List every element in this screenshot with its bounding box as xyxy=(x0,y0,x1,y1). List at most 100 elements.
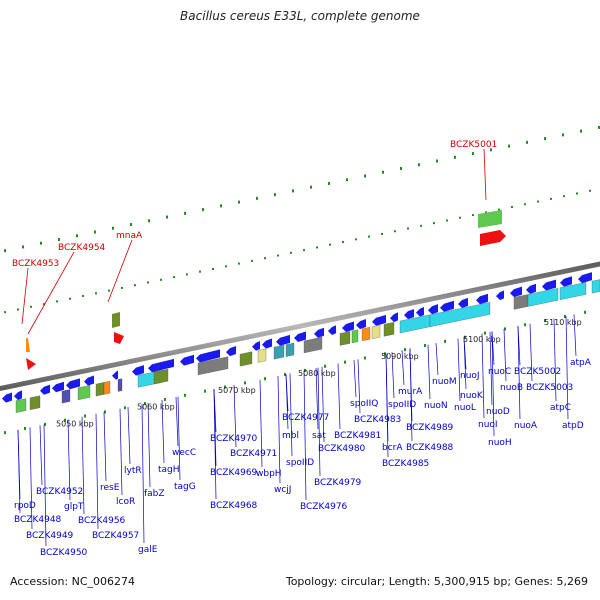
reverse-gene-label: BCZK4969 xyxy=(210,468,258,478)
backbone-band xyxy=(0,261,600,391)
reverse-gene-label: bcrA xyxy=(382,443,403,453)
reverse-gene-label: nuoB xyxy=(500,383,523,393)
ruler-dot xyxy=(148,219,150,223)
reverse-gene-label: nuoI xyxy=(478,420,498,430)
ruler-dot xyxy=(264,377,266,381)
ruler-dot xyxy=(346,178,348,182)
gene-box xyxy=(95,382,105,397)
gene-box xyxy=(239,351,253,367)
forward-label-leaders xyxy=(21,148,487,335)
ruler-dot xyxy=(342,241,344,244)
label-leader xyxy=(553,318,557,402)
label-leader xyxy=(317,367,321,477)
ruler-dot xyxy=(381,232,383,235)
ruler-dot xyxy=(43,303,45,306)
ruler-dot xyxy=(446,219,448,222)
label-leader xyxy=(529,323,533,382)
label-leader xyxy=(463,337,467,390)
label-leader xyxy=(81,416,85,515)
gene-box xyxy=(153,368,169,385)
ruler-dot xyxy=(589,189,591,192)
reverse-gene-label: BCZK4948 xyxy=(14,515,62,525)
ruler-dot xyxy=(433,222,435,225)
label-leader xyxy=(573,314,577,357)
gene-box xyxy=(197,356,229,376)
ruler-dot xyxy=(444,339,446,343)
ruler-label: 5050 kbp xyxy=(56,419,94,428)
reverse-gene-label: BCZK4980 xyxy=(318,444,366,454)
reverse-gene-label: rpoD xyxy=(14,501,36,511)
reverse-gene-label: wbpH xyxy=(256,469,282,479)
ruler-dot xyxy=(244,381,246,385)
reverse-gene-arrow xyxy=(372,314,386,326)
label-leader xyxy=(353,360,357,398)
reverse-gene-label: galE xyxy=(138,545,158,555)
label-leader xyxy=(303,370,307,501)
reverse-gene-arrow xyxy=(84,375,94,386)
ruler-dot xyxy=(292,189,294,193)
reverse-gene-label: BCZK4952 xyxy=(36,487,83,497)
BCZK4954-arrow xyxy=(26,358,36,370)
ruler-dot xyxy=(328,181,330,185)
ruler-dot xyxy=(44,422,46,426)
ruler-dot xyxy=(124,406,126,410)
forward-gene-label: BCZK4954 xyxy=(58,243,106,253)
ruler-dot xyxy=(564,314,566,318)
ruler-dot xyxy=(58,237,60,241)
ruler-dot xyxy=(95,292,97,295)
reverse-gene-label: nuoC xyxy=(488,367,511,377)
reverse-gene-arrow xyxy=(14,390,22,401)
reverse-gene-arrow xyxy=(342,321,354,333)
forward-gene-labels: BCZK4953 BCZK4954 mnaA BCZK5001 xyxy=(12,140,497,269)
ruler-label: 5060 kbp xyxy=(137,403,175,412)
ruler-dot xyxy=(160,278,162,281)
ruler-dot xyxy=(598,125,600,129)
ruler-dot xyxy=(112,226,114,230)
kbp-ruler: 5050 kbp 5060 kbp 5070 kbp 5080 kbp 5090 kbp… xyxy=(56,318,582,428)
label-leader xyxy=(29,427,33,530)
reverse-gene-arrow xyxy=(148,358,174,373)
ruler-dot xyxy=(30,305,32,308)
reverse-gene-label: spoIIQ xyxy=(350,399,378,409)
gene-box xyxy=(15,398,27,413)
ruler-dot xyxy=(17,308,19,311)
ruler-dot xyxy=(164,397,166,401)
ruler-dot xyxy=(544,137,546,141)
ruler-dot xyxy=(504,327,506,331)
reverse-label-leaders xyxy=(17,314,577,547)
ruler-dot xyxy=(384,352,386,356)
label-leader xyxy=(119,408,123,496)
gene-box xyxy=(527,288,559,307)
ruler-dot xyxy=(364,356,366,360)
ruler-dot xyxy=(4,431,6,435)
ruler-dot xyxy=(199,270,201,273)
ruler-dot xyxy=(264,257,266,260)
reverse-gene-label: BCZK4957 xyxy=(92,531,139,541)
ruler-dot xyxy=(184,211,186,215)
ruler-dot xyxy=(472,214,474,217)
gene-box xyxy=(371,324,381,339)
reverse-gene-label: BCZK4977 xyxy=(282,413,329,423)
reverse-gene-label: BCZK5003 xyxy=(526,383,573,393)
ruler-dot xyxy=(220,204,222,208)
reverse-gene-label: BCZK4979 xyxy=(314,478,362,488)
gene-features xyxy=(2,210,600,413)
ruler-dot xyxy=(121,286,123,289)
ruler-dot xyxy=(355,238,357,241)
forward-ruler-dots xyxy=(4,125,600,253)
reverse-gene-label: lcoR xyxy=(116,497,135,507)
mnaA-box xyxy=(112,312,120,328)
ruler-dot xyxy=(508,144,510,148)
ruler-dot xyxy=(108,289,110,292)
reverse-gene-arrow xyxy=(542,279,556,291)
ruler-dot xyxy=(303,249,305,252)
gene-box xyxy=(399,314,431,334)
reverse-gene-arrow xyxy=(196,349,220,363)
map-title: Bacillus cereus E33L, complete genome xyxy=(180,9,420,23)
reverse-gene-label: BCZK4985 xyxy=(382,459,429,469)
ruler-dot xyxy=(69,297,71,300)
label-leader xyxy=(127,407,131,465)
ruler-dot xyxy=(400,167,402,170)
gene-box xyxy=(29,395,41,410)
